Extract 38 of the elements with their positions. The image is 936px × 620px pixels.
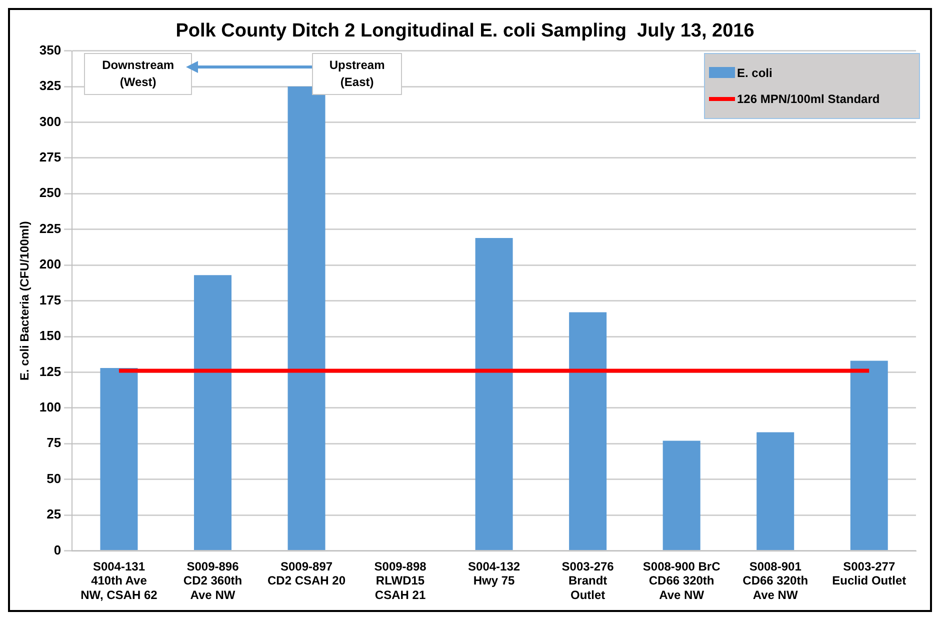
x-tick-label: S004-132 Hwy 75 xyxy=(468,559,520,588)
y-tick-label: 75 xyxy=(46,435,62,450)
x-tick-label: S004-131 410th Ave NW, CSAH 62 xyxy=(80,559,158,602)
x-tick-label: S008-901 CD66 320th Ave NW xyxy=(742,559,808,602)
annotation: Upstream (East) xyxy=(312,52,402,95)
y-tick-label: 200 xyxy=(39,256,62,272)
y-axis-title: E. coli Bacteria (CFU/100ml) xyxy=(18,221,32,380)
x-tick-label: S009-898 RLWD15 CSAH 21 xyxy=(374,559,427,602)
y-tick-label: 250 xyxy=(39,185,62,200)
chart-title: Polk County Ditch 2 Longitudinal E. coli Sampling July 13, 2016 xyxy=(176,20,754,42)
y-tick-label: 25 xyxy=(46,506,62,522)
bar xyxy=(100,368,138,550)
x-tick-label: S003-276 Brandt Outlet xyxy=(562,559,614,602)
x-tick-label: S003-277 Euclid Outlet xyxy=(832,559,906,588)
bar xyxy=(475,238,513,550)
bar xyxy=(850,360,888,550)
y-tick-label: 150 xyxy=(39,328,62,344)
y-tick-label: 275 xyxy=(39,150,62,165)
legend-label: 126 MPN/100ml Standard xyxy=(737,92,880,106)
y-tick-label: 100 xyxy=(39,400,62,415)
y-tick-label: 350 xyxy=(39,42,62,58)
x-tick-label: S008-900 BrC CD66 320th Ave NW xyxy=(642,559,721,602)
y-tick-label: 125 xyxy=(39,364,62,379)
legend-label: E. coli xyxy=(737,66,772,80)
x-tick-label: S009-897 CD2 CSAH 20 xyxy=(267,559,346,588)
bar xyxy=(756,432,794,550)
bar xyxy=(288,86,326,550)
annotation: Downstream (West) xyxy=(84,52,192,95)
y-tick-label: 0 xyxy=(54,542,62,558)
y-tick-label: 175 xyxy=(39,292,62,308)
x-tick-label: S009-896 CD2 360th Ave NW xyxy=(183,559,242,602)
bar xyxy=(662,440,700,550)
y-tick-label: 50 xyxy=(46,470,62,486)
y-tick-label: 300 xyxy=(39,114,62,129)
bar xyxy=(569,312,607,550)
y-tick-label: 325 xyxy=(39,78,62,94)
bar xyxy=(194,275,232,550)
y-tick-label: 225 xyxy=(39,220,62,236)
